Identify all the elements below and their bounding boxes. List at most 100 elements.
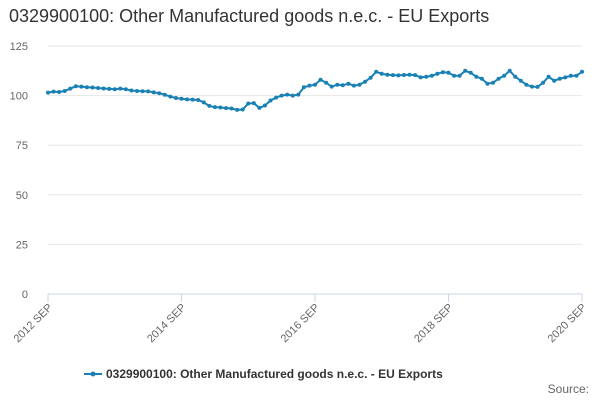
- data-point: [123, 87, 128, 92]
- data-point: [541, 80, 546, 85]
- data-point: [318, 77, 323, 82]
- data-point: [385, 72, 390, 77]
- data-point: [57, 90, 62, 95]
- data-point: [446, 70, 451, 75]
- data-point: [251, 101, 256, 106]
- data-point: [396, 73, 401, 78]
- data-point: [390, 73, 395, 78]
- data-point: [374, 69, 379, 74]
- data-point: [162, 92, 167, 97]
- data-point: [452, 73, 457, 78]
- data-point: [240, 107, 245, 112]
- data-point: [379, 71, 384, 76]
- legend-label: 0329900100: Other Manufactured goods n.e…: [106, 367, 443, 381]
- data-point: [485, 81, 490, 86]
- data-point: [307, 83, 312, 88]
- y-tick-label: 50: [16, 190, 28, 202]
- data-point: [112, 87, 117, 92]
- data-point: [257, 105, 262, 110]
- x-tick-label: 2014 SEP: [145, 302, 189, 346]
- data-point: [218, 105, 223, 110]
- data-point: [290, 93, 295, 98]
- data-point: [580, 69, 584, 74]
- data-point: [157, 91, 162, 96]
- data-point: [502, 73, 507, 78]
- data-point: [491, 80, 495, 85]
- data-point: [190, 97, 195, 102]
- legend-marker: [90, 371, 96, 377]
- data-point: [68, 86, 73, 91]
- data-point: [268, 98, 273, 103]
- data-point: [285, 92, 290, 97]
- data-point: [340, 83, 345, 88]
- data-point: [574, 73, 579, 78]
- data-point: [262, 103, 267, 108]
- data-point: [51, 89, 56, 94]
- data-point: [279, 93, 284, 98]
- data-point: [179, 96, 184, 101]
- chart-title: 0329900100: Other Manufactured goods n.e…: [9, 6, 490, 26]
- data-point: [173, 95, 178, 100]
- data-point: [479, 76, 484, 81]
- data-point: [96, 86, 101, 91]
- data-point: [357, 82, 362, 87]
- data-point: [185, 97, 190, 102]
- data-point: [135, 89, 139, 94]
- data-point: [363, 79, 368, 84]
- y-tick-label: 125: [10, 41, 28, 53]
- data-point: [313, 82, 317, 87]
- data-point: [474, 74, 479, 79]
- data-point: [457, 73, 462, 78]
- data-point: [568, 73, 573, 78]
- data-point: [546, 74, 551, 79]
- data-point: [507, 68, 512, 73]
- x-tick-label: 2016 SEP: [279, 302, 323, 346]
- series-line: [47, 69, 583, 111]
- data-point: [463, 68, 468, 73]
- data-point: [513, 74, 518, 79]
- data-point: [324, 80, 329, 85]
- data-point: [229, 106, 234, 111]
- data-point: [468, 70, 473, 75]
- data-point: [440, 70, 445, 75]
- x-tick-label: 2018 SEP: [412, 302, 456, 346]
- data-point: [429, 73, 434, 78]
- data-point: [140, 89, 145, 94]
- data-point: [496, 76, 501, 81]
- data-point: [424, 74, 429, 79]
- data-point: [224, 106, 228, 111]
- data-point: [435, 71, 440, 76]
- data-point: [563, 75, 568, 80]
- data-point: [418, 75, 423, 80]
- data-point: [79, 84, 84, 89]
- y-tick-label: 0: [22, 289, 28, 301]
- data-point: [407, 72, 412, 77]
- data-point: [535, 84, 540, 89]
- data-point: [557, 76, 562, 81]
- data-point: [524, 82, 529, 87]
- y-tick-label: 75: [16, 140, 28, 152]
- data-point: [368, 75, 373, 80]
- data-point: [207, 103, 212, 108]
- data-point: [212, 105, 217, 110]
- data-point: [73, 84, 78, 89]
- data-point: [151, 90, 156, 95]
- data-point: [84, 85, 89, 90]
- source-label[interactable]: Source:: [547, 382, 589, 396]
- data-point: [62, 89, 67, 94]
- data-point: [196, 97, 201, 102]
- y-tick-label: 100: [10, 91, 28, 103]
- data-point: [201, 100, 206, 105]
- data-point: [235, 107, 240, 112]
- data-point: [168, 94, 173, 99]
- x-tick-label: 2020 SEP: [546, 302, 590, 346]
- y-tick-label: 25: [16, 239, 28, 251]
- data-point: [107, 86, 112, 91]
- data-point: [552, 78, 557, 83]
- data-point: [329, 84, 334, 89]
- data-point: [129, 88, 134, 93]
- data-point: [101, 86, 106, 91]
- data-point: [46, 90, 50, 95]
- data-point: [90, 85, 95, 90]
